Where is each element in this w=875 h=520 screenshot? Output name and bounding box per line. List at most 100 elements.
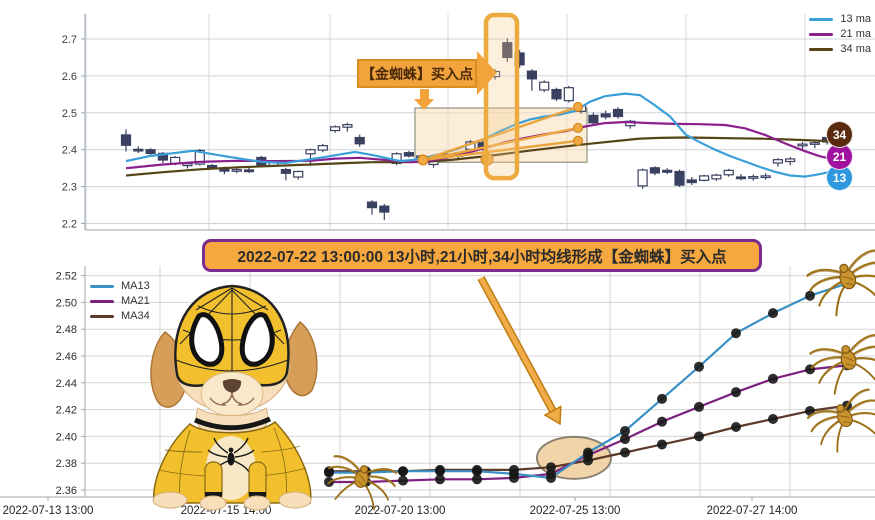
candlestick: [366, 201, 378, 209]
candlestick: [243, 169, 255, 173]
golden-spider-icon: [806, 388, 875, 453]
fan-trend-line: [422, 126, 579, 162]
candlestick: [330, 126, 341, 132]
legend-label: 21 ma: [840, 28, 871, 40]
data-point: [657, 416, 667, 427]
legend-label: 34 ma: [840, 43, 871, 55]
fan-trend-line: [422, 105, 579, 162]
data-point: [324, 467, 334, 478]
y-tick-label: 2.6: [62, 71, 77, 83]
ma34-price-badge: 34: [826, 121, 853, 148]
y-tick-label: 2.4: [62, 145, 77, 157]
legend-label: MA13: [121, 280, 150, 292]
y-tick-label: 2.52: [56, 271, 77, 283]
data-point: [768, 373, 778, 384]
candlestick: [785, 158, 796, 163]
candlestick: [649, 167, 661, 174]
down-arrowhead-icon: [414, 99, 434, 110]
golden-spider-icon: [806, 249, 875, 317]
data-point: [435, 466, 445, 477]
legend-item-34ma[interactable]: 34 ma: [809, 43, 871, 56]
candlestick: [797, 143, 808, 147]
legend-item-21ma[interactable]: 21 ma: [809, 28, 871, 41]
candlestick: [194, 149, 205, 165]
candlestick: [342, 124, 353, 128]
y-tick-label: 2.5: [62, 108, 77, 120]
x-tick-label: 2022-07-15 14:00: [181, 505, 272, 517]
candlestick: [379, 205, 390, 213]
golden-spider-icon: [327, 455, 398, 511]
candlestick: [526, 70, 538, 80]
data-point: [546, 472, 556, 483]
y-tick-label: 2.38: [56, 458, 77, 470]
data-point: [805, 290, 815, 301]
data-point: [583, 447, 593, 458]
y-tick-label: 2.50: [56, 297, 77, 309]
candlestick: [674, 170, 685, 186]
data-point: [398, 466, 408, 477]
legend-label: MA34: [121, 310, 150, 322]
line-swatch-ma21: [90, 300, 114, 303]
candlestick: [748, 176, 759, 179]
candlestick: [588, 114, 599, 124]
candlestick: [612, 108, 624, 118]
legend-item-ma34[interactable]: MA34: [90, 310, 150, 323]
candlestick: [145, 149, 156, 154]
y-tick-label: 2.48: [56, 324, 77, 336]
data-point: [620, 447, 630, 458]
x-tick-label: 2022-07-25 13:00: [530, 505, 621, 517]
data-point: [731, 422, 741, 433]
data-point: [435, 474, 445, 485]
banner-arrowhead-icon: [477, 51, 497, 95]
candlestick: [403, 152, 414, 157]
candlestick: [662, 169, 673, 173]
candlestick: [723, 169, 734, 176]
legend-item-13ma[interactable]: 13 ma: [809, 13, 871, 26]
y-tick-label: 2.46: [56, 351, 77, 363]
golden-spider-icon: [809, 334, 875, 395]
y-tick-label: 2.7: [62, 34, 77, 46]
down-arrow-icon: [420, 89, 429, 100]
ma-line-34ma: [125, 136, 831, 177]
candlestick: [305, 149, 316, 155]
ma-line-chart[interactable]: 2.52 2.50 2.48 2.46 2.44 2.42 2.40 2.38 2.36 2022…: [0, 235, 875, 520]
data-point: [768, 413, 778, 424]
line-swatch-ma34: [90, 315, 114, 318]
candlestick: [354, 136, 365, 145]
line-swatch-34ma: [809, 48, 834, 51]
fan-dot: [573, 101, 583, 112]
candlestick: [563, 87, 574, 102]
data-point: [694, 361, 704, 372]
data-point: [472, 474, 482, 485]
fan-dot: [417, 154, 429, 166]
candlestick: [637, 169, 648, 187]
annotation-arrow-shaft: [478, 276, 556, 412]
candlestick: [502, 42, 513, 59]
y-tick-label: 2.3: [62, 182, 77, 194]
candlestick: [686, 179, 697, 184]
legend-label: MA21: [121, 295, 150, 307]
legend-item-ma21[interactable]: MA21: [90, 295, 150, 308]
candlestick: [280, 169, 291, 174]
data-point: [398, 475, 408, 486]
data-point: [472, 466, 482, 477]
x-tick-label: 2022-07-13 13:00: [3, 505, 94, 517]
data-point: [731, 387, 741, 398]
signal-title-banner: 2022-07-22 13:00:00 13小时,21小时,34小时均线形成【金…: [202, 239, 762, 272]
bottom-chart-legend[interactable]: MA13 MA21 MA34: [90, 280, 150, 323]
top-chart-legend[interactable]: 13 ma 21 ma 34 ma: [809, 13, 871, 56]
candlestick: [120, 134, 132, 146]
candlestick: [735, 176, 747, 180]
y-tick-label: 2.40: [56, 431, 77, 443]
line-swatch-ma13: [90, 285, 114, 288]
candlestick: [231, 169, 242, 172]
candlestick-chart[interactable]: 2.7 2.6 2.5 2.4 2.3 2.2: [0, 0, 875, 235]
y-tick-label: 2.44: [56, 378, 77, 390]
fan-dot: [573, 122, 583, 133]
legend-item-ma13[interactable]: MA13: [90, 280, 150, 293]
legend-label: 13 ma: [840, 13, 871, 25]
y-tick-label: 2.42: [56, 405, 77, 417]
data-point: [768, 308, 778, 319]
annotation-arrowhead: [543, 405, 562, 426]
data-point: [694, 401, 704, 412]
